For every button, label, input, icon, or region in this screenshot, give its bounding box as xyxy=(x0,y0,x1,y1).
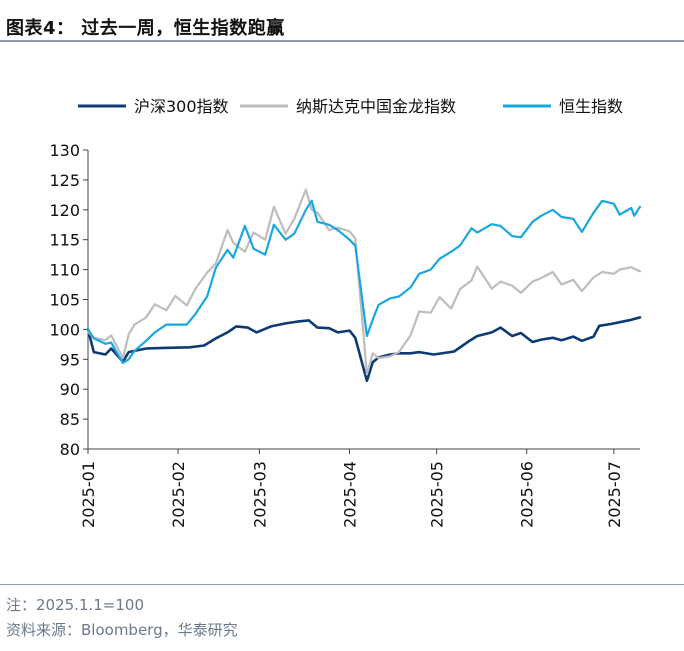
y-tick-label: 95 xyxy=(60,350,80,369)
chart-note: 注：2025.1.1=100 xyxy=(6,596,144,614)
legend-label-1: 纳斯达克中国金龙指数 xyxy=(296,97,456,116)
line-chart: 沪深300指数 纳斯达克中国金龙指数 恒生指数 80 85 90 95 100 105 110 1… xyxy=(49,97,642,528)
plot-lines xyxy=(86,188,642,383)
y-tick-label: 105 xyxy=(49,291,80,310)
y-tick-label: 110 xyxy=(49,261,80,280)
footer-divider xyxy=(0,584,684,585)
x-tick-label: 2025-05 xyxy=(428,461,447,528)
y-axis: 80 85 90 95 100 105 110 115 120 125 130 xyxy=(49,141,89,459)
y-tick-label: 125 xyxy=(49,171,80,190)
series-line-0 xyxy=(86,316,642,383)
y-tick-label: 100 xyxy=(49,320,80,339)
y-tick-label: 90 xyxy=(60,380,80,399)
legend-label-2: 恒生指数 xyxy=(559,97,623,116)
x-axis: 2025-01 2025-02 2025-03 2025-04 2025-05 2025-… xyxy=(79,448,640,528)
y-tick-label: 80 xyxy=(60,440,80,459)
y-tick-label: 120 xyxy=(49,201,80,220)
y-tick-label: 130 xyxy=(49,141,80,160)
x-tick-label: 2025-02 xyxy=(169,461,188,528)
page-title: 图表4： 过去一周，恒生指数跑赢 xyxy=(6,18,285,39)
series-line-2 xyxy=(86,199,642,364)
title-divider xyxy=(0,40,684,42)
x-tick-label: 2025-01 xyxy=(79,461,98,528)
legend-label-0: 沪深300指数 xyxy=(134,97,229,116)
y-tick-label: 85 xyxy=(60,410,80,429)
x-tick-label: 2025-04 xyxy=(340,461,359,528)
x-tick-label: 2025-03 xyxy=(250,461,269,528)
y-tick-label: 115 xyxy=(49,231,80,250)
chart-source: 资料来源：Bloomberg，华泰研究 xyxy=(6,621,238,639)
series-line-1 xyxy=(86,188,642,376)
x-tick-label: 2025-06 xyxy=(518,461,537,528)
x-tick-label: 2025-07 xyxy=(605,461,624,528)
chart-legend: 沪深300指数 纳斯达克中国金龙指数 恒生指数 xyxy=(78,97,623,116)
